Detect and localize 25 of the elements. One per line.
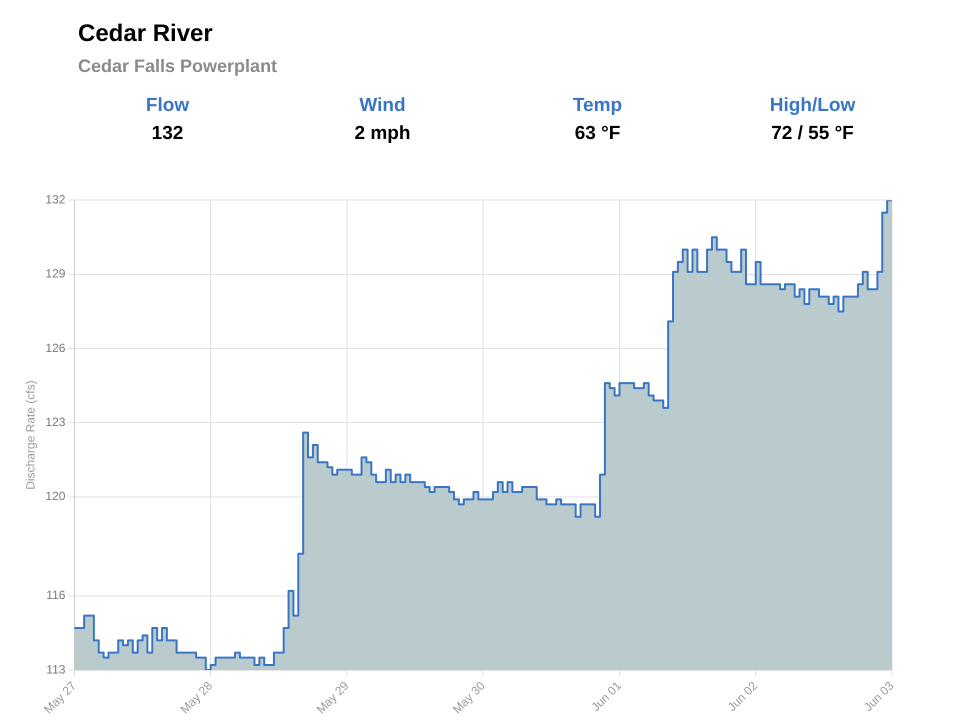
y-tick-label: 120 — [45, 489, 66, 504]
y-tick-label: 123 — [45, 415, 66, 430]
text: 63 °F — [574, 123, 622, 145]
y-tick-label: 116 — [46, 588, 66, 602]
text: 132 — [150, 123, 184, 145]
chart-title: Cedar River — [78, 20, 213, 48]
x-tick-label: Jun 01 — [588, 678, 624, 714]
text: 2 mph — [354, 123, 412, 145]
text: 72 / 55 °F — [770, 123, 855, 145]
x-tick-label: May 28 — [177, 678, 216, 716]
y-tick-label: 132 — [45, 192, 66, 207]
x-tick-label: May 30 — [450, 678, 488, 716]
chart-subtitle: Cedar Falls Powerplant — [78, 56, 278, 77]
y-tick-label: 113 — [46, 662, 66, 676]
x-tick-label: May 27 — [41, 678, 80, 716]
x-tick-label: Jun 03 — [861, 678, 897, 714]
text: High/Low — [768, 95, 856, 117]
y-tick-label: 126 — [45, 340, 66, 355]
text: Wind — [358, 95, 407, 117]
text: Temp — [572, 95, 624, 117]
x-tick-label: May 29 — [314, 678, 352, 716]
x-tick-label: Jun 02 — [724, 678, 760, 714]
y-tick-label: 129 — [45, 266, 66, 281]
y-axis-title: Discharge Rate (cfs) — [24, 380, 38, 490]
text: Flow — [144, 95, 190, 117]
